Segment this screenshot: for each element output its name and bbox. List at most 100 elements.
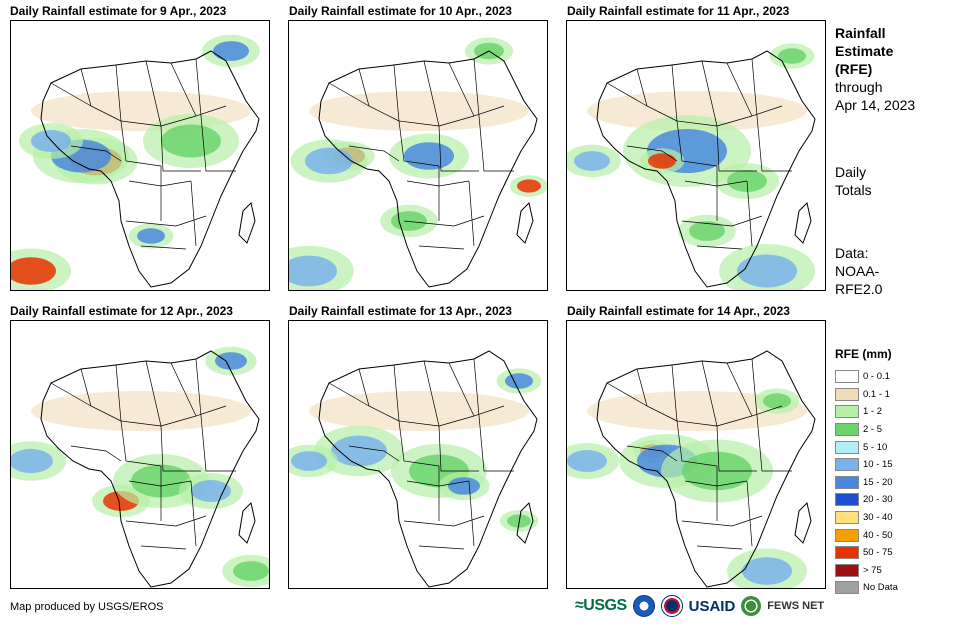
country-border bbox=[676, 420, 718, 467]
country-border bbox=[195, 58, 202, 117]
rain-area bbox=[567, 450, 607, 472]
legend-label: 40 - 50 bbox=[863, 529, 893, 541]
country-border bbox=[190, 180, 197, 247]
map-panel-3 bbox=[566, 20, 826, 291]
country-border bbox=[160, 125, 201, 172]
map-panel-4 bbox=[10, 320, 270, 589]
legend-label: 1 - 2 bbox=[863, 406, 883, 418]
side-totals-line1: Daily bbox=[835, 164, 867, 180]
legend-item: 20 - 30 bbox=[835, 491, 898, 509]
country-border bbox=[726, 62, 783, 117]
rain-area bbox=[291, 451, 327, 471]
panel-title-5: Daily Rainfall estimate for 13 Apr., 202… bbox=[289, 304, 512, 318]
map-panel-6 bbox=[566, 320, 826, 589]
fews-net-globe-icon bbox=[741, 596, 762, 616]
country-border bbox=[626, 445, 678, 462]
legend-label: 15 - 20 bbox=[863, 476, 893, 488]
panel-title-1: Daily Rainfall estimate for 9 Apr., 2023 bbox=[10, 4, 227, 18]
country-border bbox=[606, 382, 648, 407]
country-border bbox=[751, 358, 758, 417]
country-border bbox=[125, 515, 207, 527]
country-border bbox=[468, 480, 475, 547]
country-border bbox=[448, 62, 505, 117]
legend-item: 40 - 50 bbox=[835, 526, 898, 544]
country-border bbox=[681, 215, 763, 227]
country-border bbox=[120, 120, 162, 167]
rain-area bbox=[161, 124, 221, 158]
country-border bbox=[140, 245, 187, 250]
legend-swatch bbox=[835, 581, 859, 595]
rain-area bbox=[391, 211, 427, 231]
country-border bbox=[676, 120, 718, 167]
side-data-line1: Data: bbox=[835, 245, 869, 261]
legend-item: 0.1 - 1 bbox=[835, 386, 898, 404]
legend-item: 2 - 5 bbox=[835, 421, 898, 439]
africa-outline bbox=[596, 50, 816, 288]
side-title-line2: Estimate bbox=[835, 43, 894, 59]
legend-swatch bbox=[835, 370, 859, 384]
country-border bbox=[328, 82, 370, 107]
partner-logos: ≈USGS USAID FEWS NET bbox=[575, 594, 824, 618]
madagascar-outline bbox=[238, 202, 256, 244]
legend-item: 50 - 75 bbox=[835, 544, 898, 562]
legend: 0 - 0.1 0.1 - 1 1 - 2 2 - 5 5 - 10 10 - 15 15 … bbox=[835, 368, 898, 597]
rain-area bbox=[574, 151, 610, 171]
country-border bbox=[398, 420, 440, 467]
rain-area bbox=[11, 257, 56, 285]
rain-area bbox=[517, 179, 541, 193]
usgs-logo: ≈USGS bbox=[575, 597, 627, 614]
side-data-source: Data: NOAA- RFE2.0 bbox=[835, 244, 882, 298]
side-through-label: through bbox=[835, 79, 883, 95]
rain-area bbox=[331, 435, 387, 467]
rain-area bbox=[213, 41, 249, 61]
country-border bbox=[200, 415, 236, 472]
country-border bbox=[751, 58, 758, 117]
legend-label: 20 - 30 bbox=[863, 494, 893, 506]
usaid-seal-icon bbox=[660, 595, 683, 617]
fews-net-logo: FEWS NET bbox=[767, 600, 825, 612]
legend-swatch bbox=[835, 405, 859, 419]
country-border bbox=[50, 82, 92, 107]
madagascar-outline bbox=[794, 502, 812, 544]
country-border bbox=[170, 362, 227, 417]
side-totals: Daily Totals bbox=[835, 163, 872, 199]
rain-area bbox=[404, 142, 454, 170]
country-border bbox=[478, 415, 514, 472]
rain-area bbox=[778, 48, 806, 64]
rain-area bbox=[737, 254, 797, 288]
legend-label: > 75 bbox=[863, 564, 882, 576]
rain-area bbox=[191, 480, 231, 502]
country-border bbox=[478, 115, 514, 172]
country-border bbox=[438, 125, 479, 172]
legend-swatch bbox=[835, 563, 859, 577]
legend-label: No Data bbox=[863, 582, 898, 594]
madagascar-outline bbox=[516, 502, 534, 544]
country-border bbox=[403, 515, 485, 527]
rain-area bbox=[233, 561, 269, 581]
side-title: Rainfall Estimate (RFE) through Apr 14, … bbox=[835, 24, 915, 114]
legend-item: 5 - 10 bbox=[835, 438, 898, 456]
rain-area bbox=[137, 228, 165, 244]
legend-label: 50 - 75 bbox=[863, 547, 893, 559]
africa-outline bbox=[318, 50, 538, 288]
country-border bbox=[406, 180, 470, 187]
country-border bbox=[418, 245, 465, 250]
africa-outline bbox=[40, 350, 260, 588]
country-border bbox=[756, 115, 792, 172]
country-border bbox=[120, 420, 162, 467]
country-border bbox=[726, 362, 783, 417]
legend-swatch bbox=[835, 458, 859, 472]
rain-area bbox=[763, 393, 791, 409]
legend-item: 15 - 20 bbox=[835, 474, 898, 492]
legend-label: 0 - 0.1 bbox=[863, 371, 890, 383]
rain-area bbox=[305, 147, 353, 175]
map-panel-2 bbox=[288, 20, 548, 291]
rain-area bbox=[215, 352, 247, 370]
panel-title-3: Daily Rainfall estimate for 11 Apr., 202… bbox=[567, 4, 790, 18]
legend-swatch bbox=[835, 423, 859, 437]
country-border bbox=[125, 215, 207, 227]
rain-area bbox=[289, 255, 337, 287]
madagascar-outline bbox=[516, 202, 534, 244]
country-border bbox=[403, 215, 485, 227]
side-data-line2: NOAA- bbox=[835, 263, 880, 279]
